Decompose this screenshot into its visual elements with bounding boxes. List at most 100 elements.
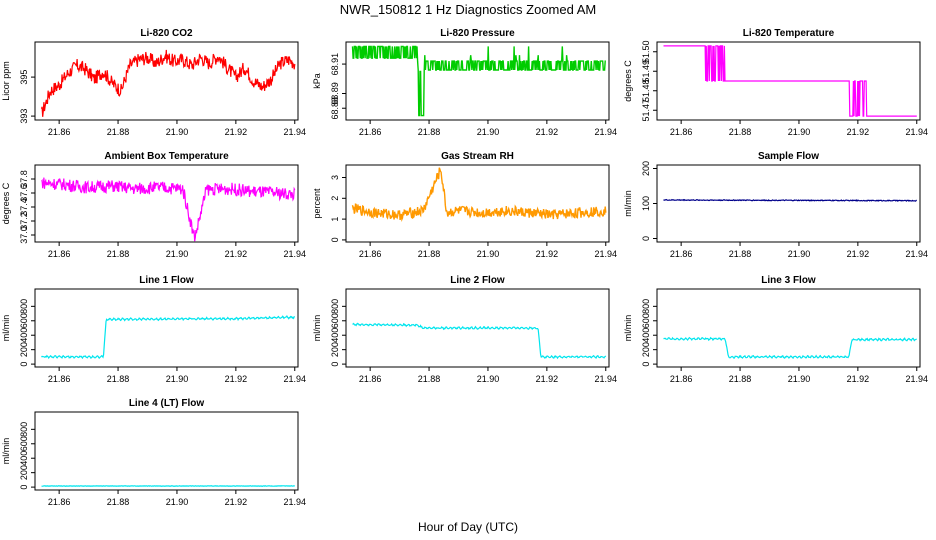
- y-tick-label: 200: [330, 342, 340, 357]
- x-tick-label: 21.86: [359, 249, 382, 259]
- x-tick-label: 21.94: [283, 374, 306, 384]
- x-tick-label: 21.92: [225, 249, 248, 259]
- y-axis-label: ml/min: [623, 315, 633, 342]
- y-tick-label: 37.0: [19, 226, 29, 244]
- y-tick-label: 393: [19, 109, 29, 124]
- x-tick-label: 21.92: [536, 249, 559, 259]
- x-tick-label: 21.86: [670, 127, 693, 137]
- plot-frame: [345, 288, 610, 368]
- y-tick-label: 200: [641, 161, 651, 176]
- panel-grid: Li-820 CO2 Licor ppm 393 395 21.86 21.88 21.90…: [1, 28, 928, 507]
- panel-title: Line 1 Flow: [139, 275, 194, 286]
- y-tick-label: 0: [641, 236, 651, 241]
- plot-frame: [34, 411, 299, 491]
- plot-frame: [345, 164, 610, 243]
- y-tick-label: 68.91: [330, 53, 340, 76]
- x-tick-label: 21.92: [225, 497, 248, 507]
- y-axis-label: ml/min: [1, 438, 11, 465]
- y-tick-label: 37.8: [19, 170, 29, 188]
- y-tick-label: 400: [641, 328, 651, 343]
- x-tick-label: 21.88: [107, 249, 130, 259]
- y-axis-label: ml/min: [312, 315, 322, 342]
- x-tick-label: 21.94: [283, 249, 306, 259]
- y-tick-label: 51.50: [641, 40, 651, 63]
- x-tick-label: 21.86: [48, 127, 71, 137]
- x-tick-label: 21.90: [166, 249, 189, 259]
- x-tick-label: 21.88: [107, 374, 130, 384]
- series-line: [663, 45, 917, 117]
- y-axis-label: Licor ppm: [1, 61, 11, 101]
- y-tick-label: 0: [19, 485, 29, 490]
- x-tick-label: 21.92: [225, 127, 248, 137]
- panel-title: Line 4 (LT) Flow: [129, 398, 205, 409]
- x-tick-label: 21.88: [107, 497, 130, 507]
- y-tick-label: 3: [330, 175, 340, 180]
- x-tick-label: 21.94: [594, 374, 617, 384]
- y-tick-label: 68.88: [330, 97, 340, 120]
- y-tick-label: 100: [641, 196, 651, 211]
- x-tick-label: 21.90: [477, 127, 500, 137]
- x-tick-label: 21.94: [905, 249, 928, 259]
- x-tick-label: 21.90: [166, 127, 189, 137]
- y-axis-label: percent: [312, 188, 322, 219]
- x-tick-label: 21.86: [359, 374, 382, 384]
- y-tick-label: 0: [330, 362, 340, 367]
- plot-frame: [656, 41, 921, 121]
- x-tick-label: 21.94: [594, 249, 617, 259]
- y-tick-label: 395: [19, 70, 29, 85]
- x-tick-label: 21.86: [359, 127, 382, 137]
- y-tick-label: 37.2: [19, 212, 29, 230]
- x-tick-label: 21.90: [788, 374, 811, 384]
- series-line: [663, 198, 917, 203]
- x-tick-label: 21.94: [283, 497, 306, 507]
- y-axis-label: degrees C: [623, 60, 633, 102]
- y-tick-label: 0: [330, 237, 340, 242]
- plot-frame: [34, 164, 299, 243]
- y-tick-label: 800: [19, 422, 29, 437]
- x-tick-label: 21.86: [48, 249, 71, 259]
- panel-5: Gas Stream RH percent 0 1 2 3 21.86 21.88 21.90 2…: [312, 151, 617, 259]
- panel-4: Ambient Box Temperature degrees C 37.037.2…: [1, 151, 306, 259]
- y-tick-label: 0: [19, 362, 29, 367]
- x-tick-label: 21.88: [418, 374, 441, 384]
- x-tick-label: 21.92: [847, 374, 870, 384]
- plot-frame: [345, 41, 610, 121]
- x-tick-label: 21.86: [48, 374, 71, 384]
- y-tick-label: 600: [19, 313, 29, 328]
- y-tick-label: 800: [19, 299, 29, 314]
- x-tick-label: 21.88: [418, 249, 441, 259]
- x-tick-label: 21.86: [670, 249, 693, 259]
- x-tick-label: 21.92: [225, 374, 248, 384]
- y-tick-label: 51.48: [641, 79, 651, 102]
- y-tick-label: 400: [19, 451, 29, 466]
- y-tick-label: 600: [19, 436, 29, 451]
- x-tick-label: 21.90: [477, 374, 500, 384]
- panel-title: Ambient Box Temperature: [104, 151, 229, 162]
- x-tick-label: 21.90: [166, 497, 189, 507]
- x-tick-label: 21.88: [418, 127, 441, 137]
- x-tick-label: 21.90: [166, 374, 189, 384]
- y-axis-label: ml/min: [1, 315, 11, 342]
- x-tick-label: 21.86: [48, 497, 71, 507]
- x-tick-label: 21.86: [670, 374, 693, 384]
- panel-title: Li-820 Pressure: [440, 28, 515, 39]
- y-tick-label: 600: [641, 313, 651, 328]
- x-tick-label: 21.94: [283, 127, 306, 137]
- panel-title: Gas Stream RH: [441, 151, 514, 162]
- y-tick-label: 2: [330, 196, 340, 201]
- panel-title: Line 3 Flow: [761, 275, 816, 286]
- x-tick-label: 21.90: [788, 127, 811, 137]
- series-line: [352, 322, 607, 360]
- x-tick-label: 21.94: [594, 127, 617, 137]
- x-tick-label: 21.92: [536, 127, 559, 137]
- series-line: [40, 49, 296, 117]
- panel-title: Sample Flow: [758, 151, 819, 162]
- y-tick-label: 37.6: [19, 184, 29, 202]
- y-tick-label: 400: [19, 328, 29, 343]
- x-tick-label: 21.88: [729, 374, 752, 384]
